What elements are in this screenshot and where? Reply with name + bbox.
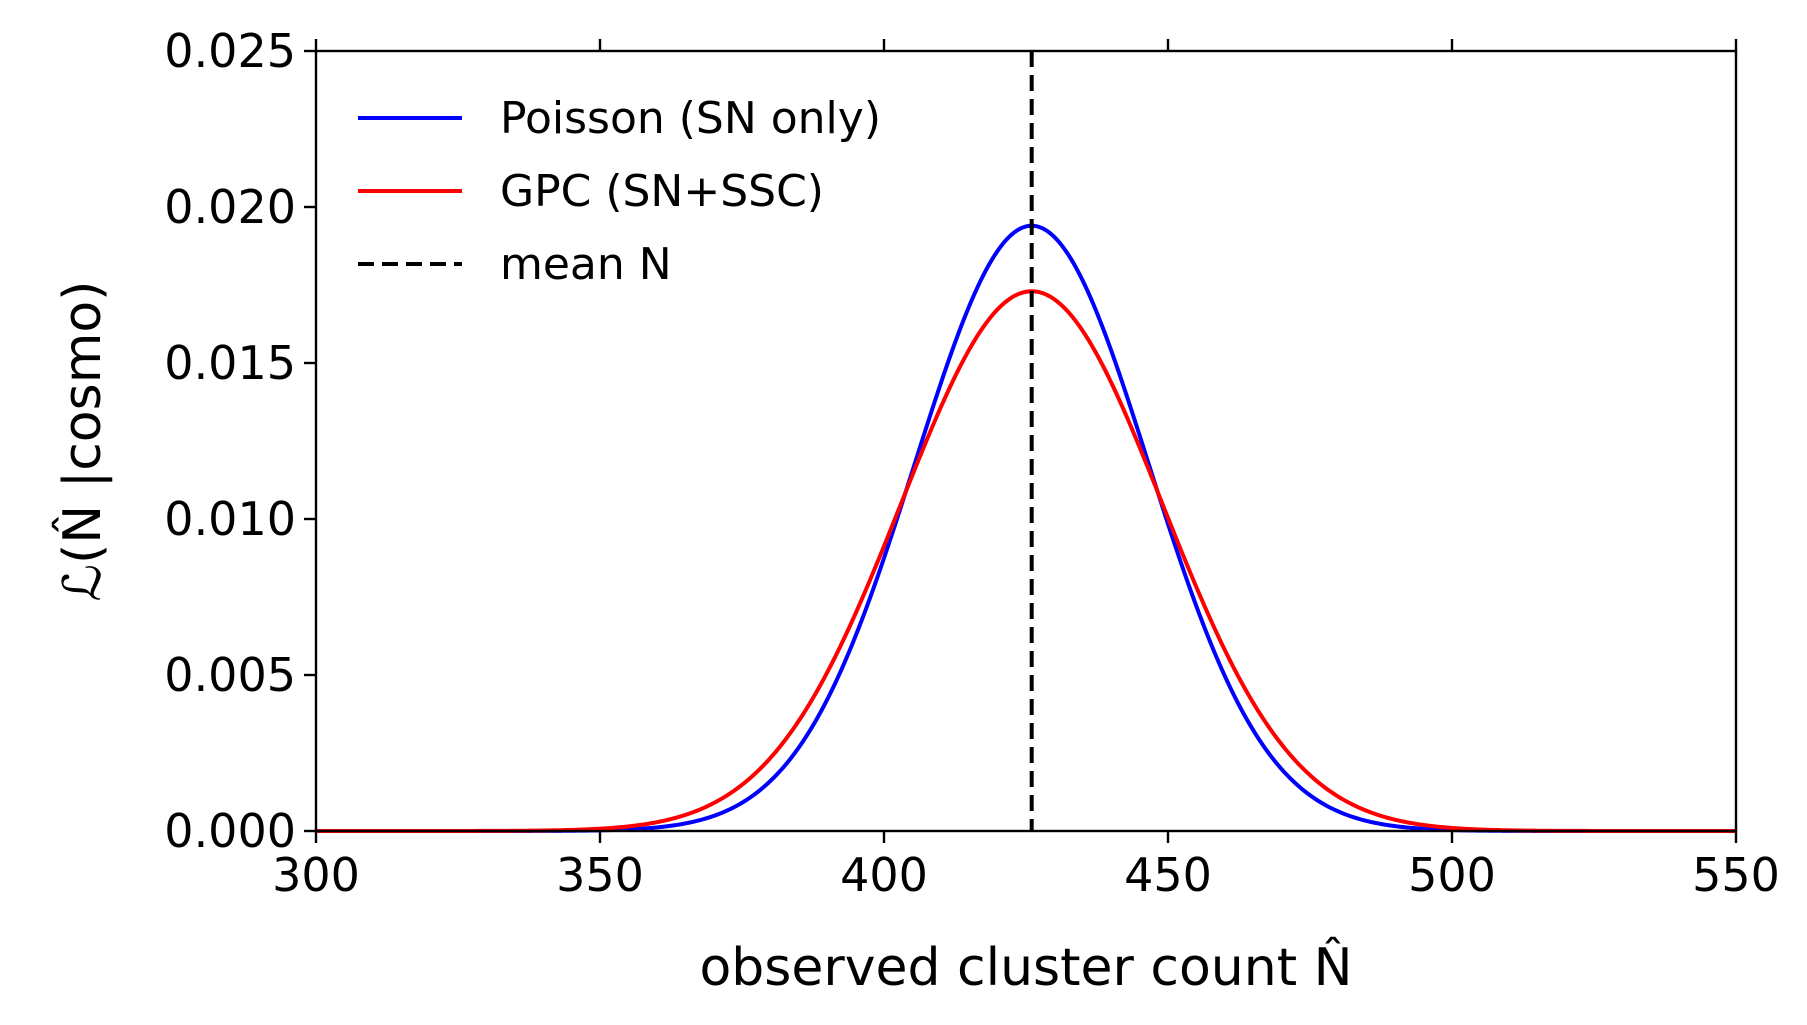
x-tick-label-4: 500: [1408, 848, 1496, 902]
curves-layer: [316, 223, 1736, 833]
y-axis-label: ℒ(N̂ |cosmo): [52, 281, 113, 602]
series-line-0: [316, 223, 1736, 833]
y-tick-label-4: 0.020: [164, 180, 296, 234]
y-axis: 0.000 0.005 0.010 0.015 0.020 0.025: [164, 24, 316, 858]
y-axis-label-text: ℒ(N̂ |cosmo): [52, 281, 113, 602]
y-tick-label-0: 0.000: [164, 804, 296, 858]
x-axis-label-text: observed cluster count N̂: [699, 937, 1352, 998]
x-tick-label-0: 300: [272, 848, 360, 902]
plot-frame: [314, 49, 1738, 833]
legend: Poisson (SN only) GPC (SN+SSC) mean N: [358, 93, 881, 290]
x-tick-label-3: 450: [1124, 848, 1212, 902]
x-axis-label: observed cluster count N̂: [699, 937, 1352, 998]
x-axis: 300 350 400 450 500 550: [272, 39, 1780, 902]
series-line-1: [316, 289, 1736, 833]
y-tick-label-3: 0.015: [164, 336, 296, 390]
x-tick-label-2: 400: [840, 848, 928, 902]
legend-label-1: GPC (SN+SSC): [500, 166, 824, 217]
legend-label-0: Poisson (SN only): [500, 93, 881, 144]
x-tick-label-5: 550: [1692, 848, 1780, 902]
x-tick-label-1: 350: [556, 848, 644, 902]
y-tick-label-2: 0.010: [164, 492, 296, 546]
y-tick-label-1: 0.005: [164, 648, 296, 702]
legend-label-2: mean N: [500, 239, 672, 290]
y-tick-label-5: 0.025: [164, 24, 296, 78]
